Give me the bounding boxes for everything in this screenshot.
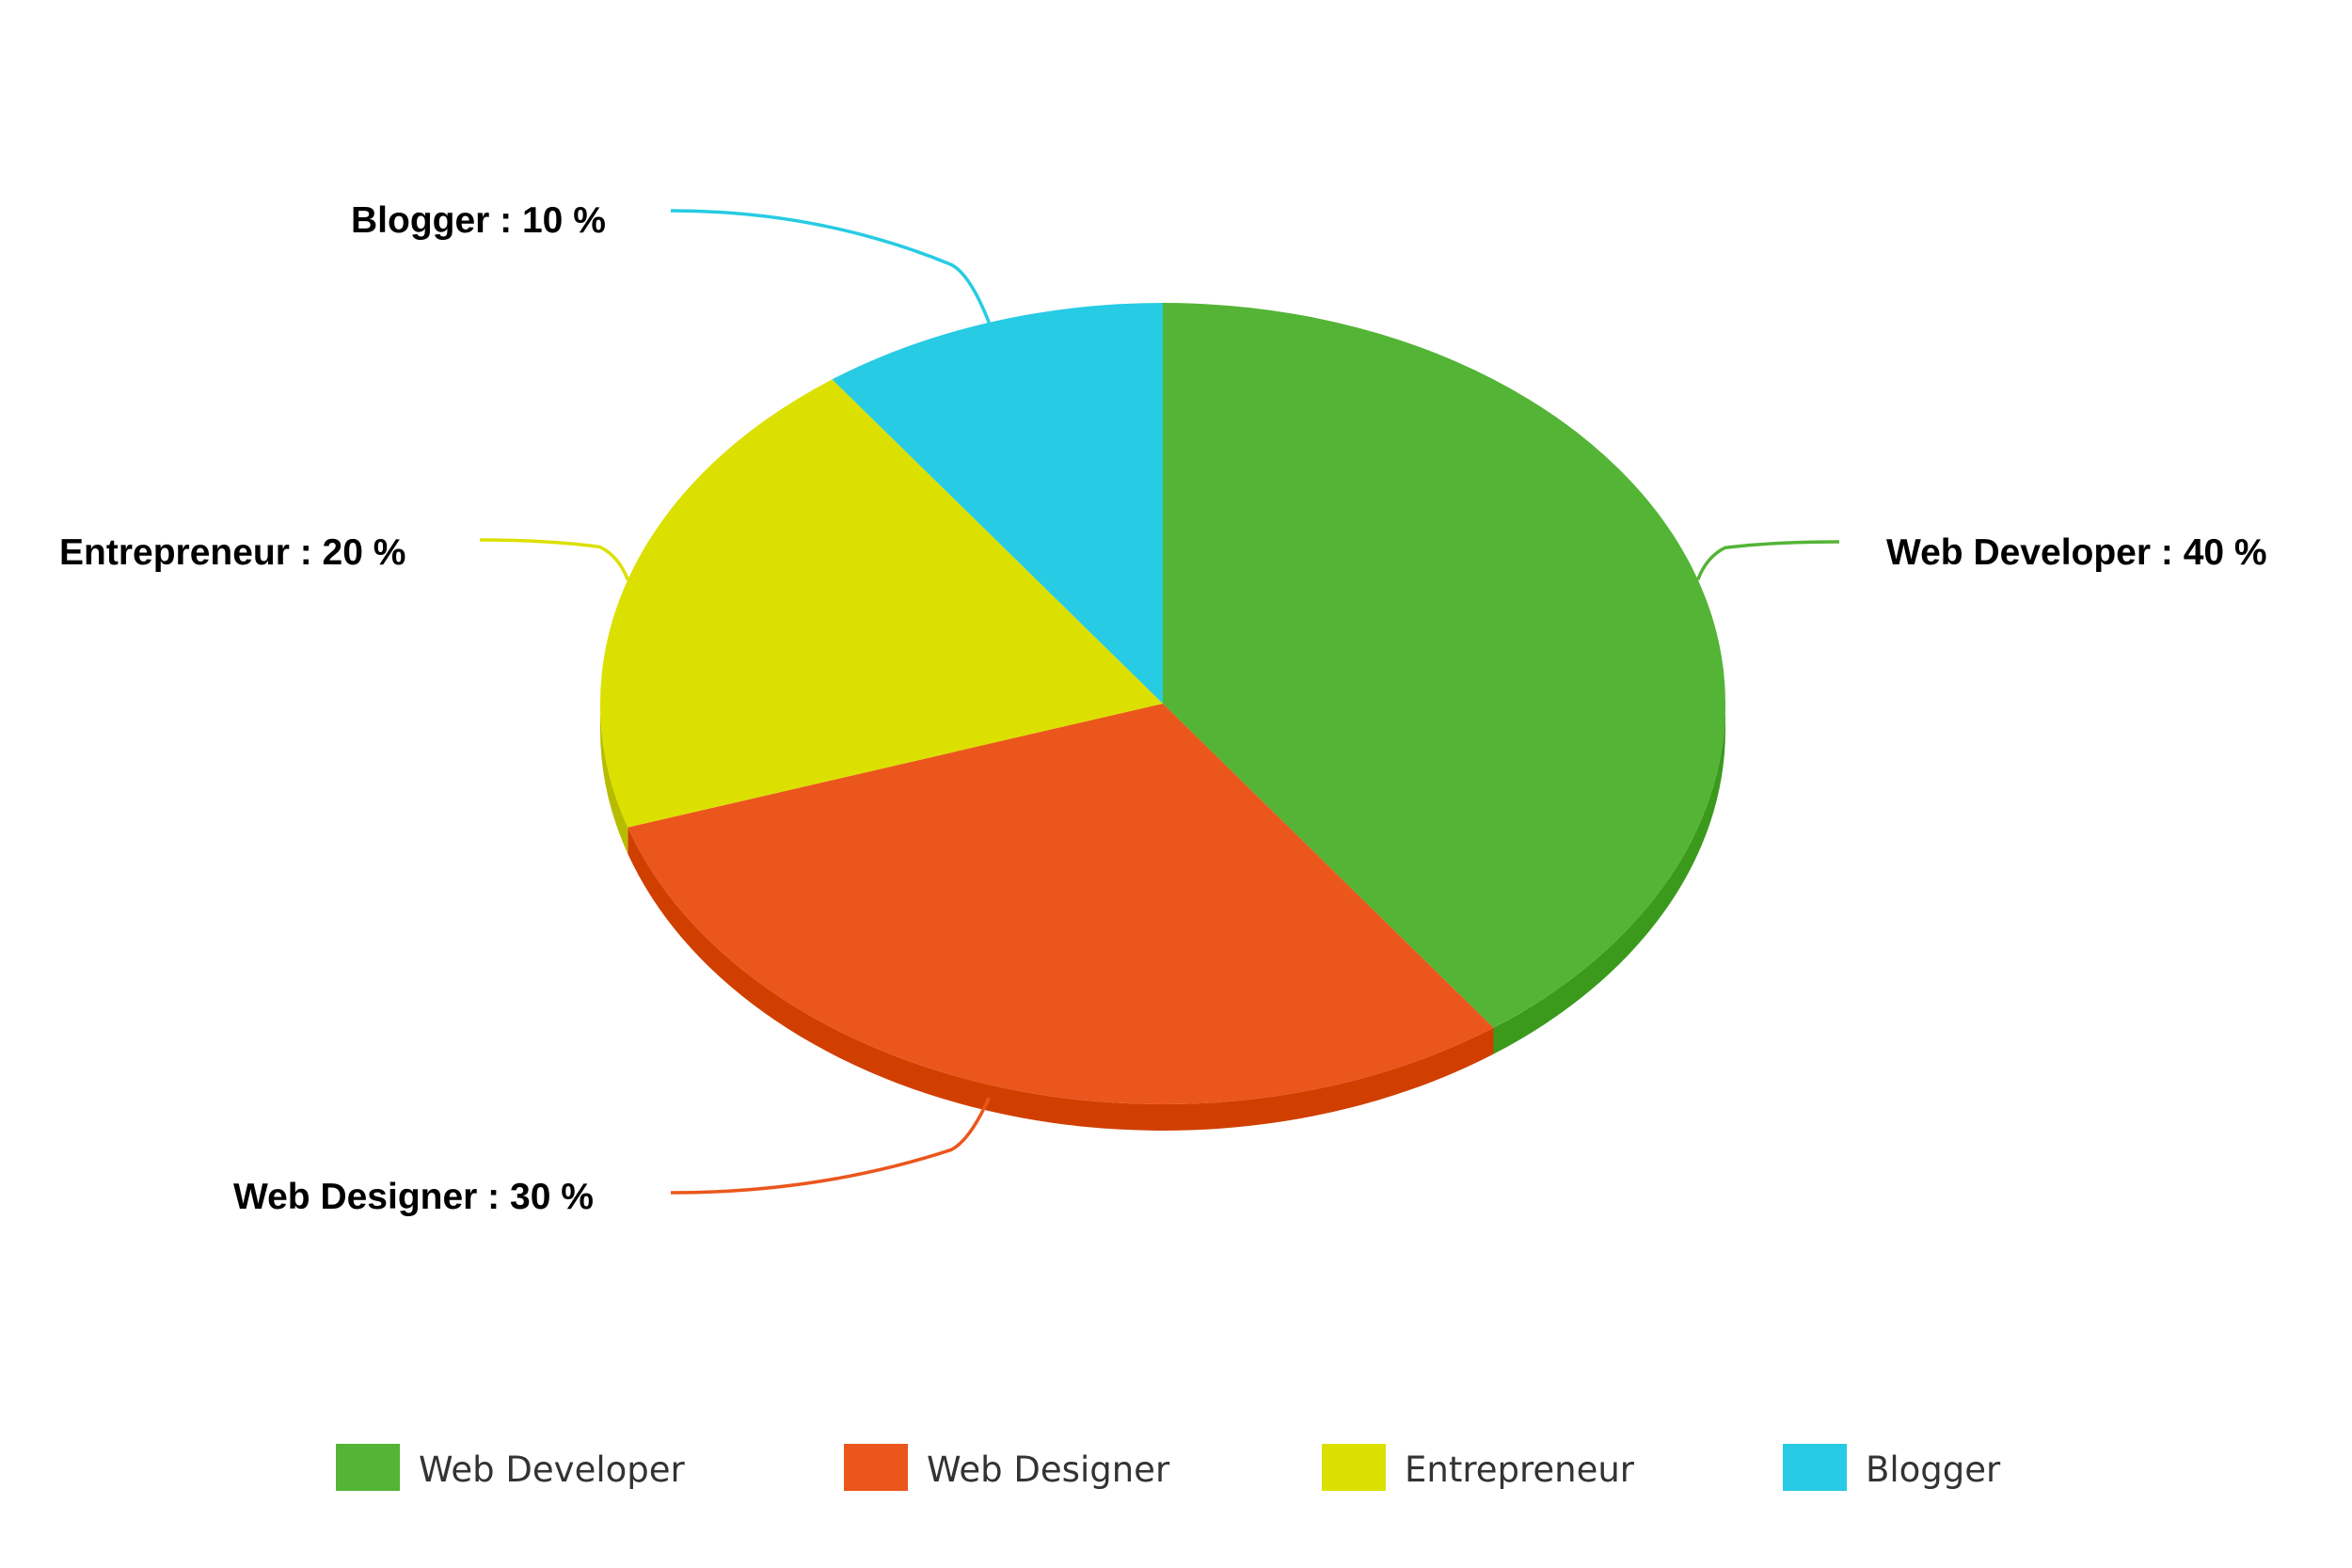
pie-slices [599, 303, 1726, 1105]
connector-web-developer [1696, 540, 1840, 580]
legend: Web Developer Web Designer Entrepreneur … [336, 1444, 2001, 1491]
connector-blogger [670, 209, 991, 324]
legend-label-blogger: Blogger [1866, 1449, 2001, 1490]
pie-depth-layer [600, 704, 1725, 1131]
legend-label-web-designer: Web Designer [927, 1449, 1170, 1490]
legend-swatch-blogger [1783, 1444, 1847, 1491]
legend-item-blogger[interactable]: Blogger [1783, 1444, 2001, 1491]
slice-side-web-designer [628, 827, 1494, 1131]
label-connectors [479, 209, 1840, 1195]
slice-entrepreneur[interactable] [599, 379, 1163, 828]
connector-web-designer [670, 1097, 991, 1195]
legend-item-web-designer[interactable]: Web Designer [844, 1444, 1170, 1491]
legend-label-entrepreneur: Entrepreneur [1405, 1449, 1635, 1490]
legend-item-entrepreneur[interactable]: Entrepreneur [1322, 1444, 1635, 1491]
slice-side-web-developer [1493, 704, 1725, 1054]
connector-entrepreneur [479, 538, 629, 580]
legend-swatch-entrepreneur [1322, 1444, 1386, 1491]
data-label-entrepreneur: Entrepreneur : 20 % [59, 532, 405, 573]
slice-side-entrepreneur [600, 704, 628, 854]
legend-item-web-developer[interactable]: Web Developer [336, 1444, 686, 1491]
legend-swatch-web-designer [844, 1444, 908, 1491]
legend-swatch-web-developer [336, 1444, 400, 1491]
data-label-web-designer: Web Designer : 30 % [233, 1177, 594, 1217]
data-label-web-developer: Web Developer : 40 % [1886, 532, 2267, 573]
data-label-blogger: Blogger : 10 % [351, 200, 606, 241]
slice-blogger[interactable] [832, 303, 1163, 704]
legend-label-web-developer: Web Developer [419, 1449, 686, 1490]
data-labels: Web Developer : 40 % Web Designer : 30 %… [59, 200, 2267, 1217]
slice-web-developer[interactable] [1163, 303, 1726, 1028]
slice-web-designer[interactable] [628, 704, 1494, 1105]
